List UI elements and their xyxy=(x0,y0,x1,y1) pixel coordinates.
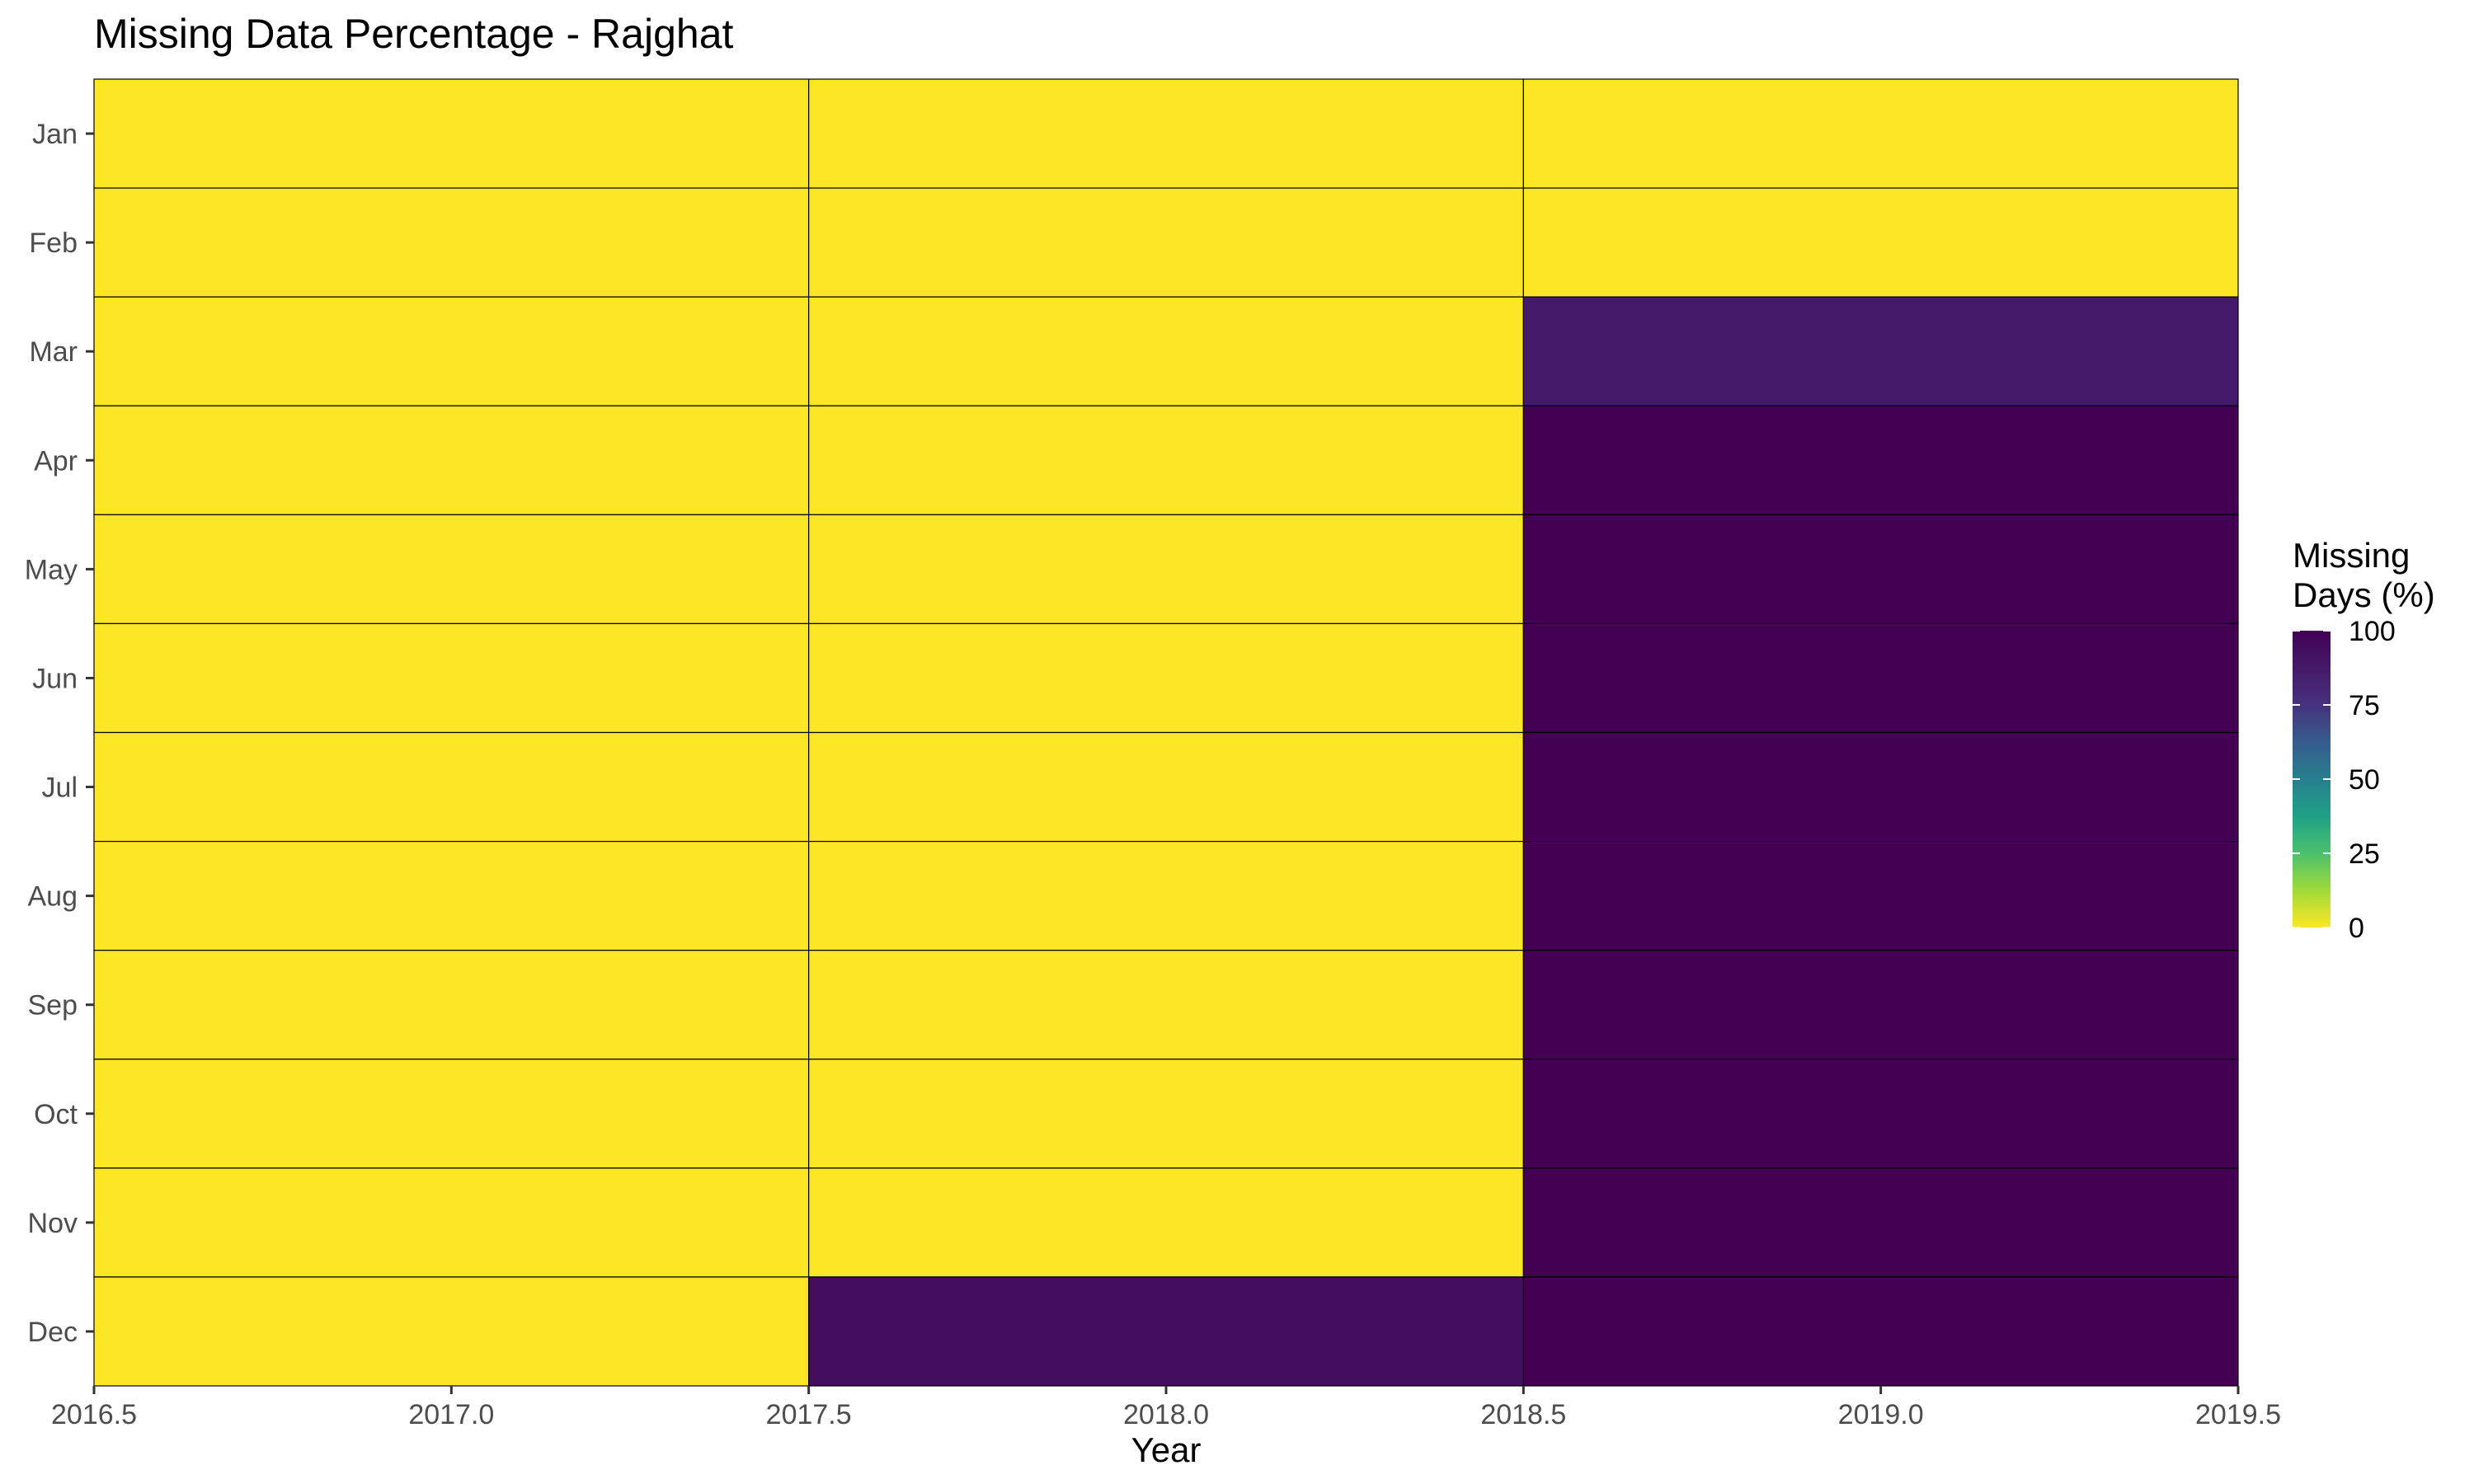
x-axis: 2016.5 2017.0 2017.5 2018.0 2018.5 2019.0 2019… xyxy=(51,1386,2281,1430)
cell-jan-2018 xyxy=(808,78,1524,189)
cell-aug-2017 xyxy=(93,840,810,951)
cell-apr-2018 xyxy=(808,405,1524,515)
y-tick-label-jun: Jun xyxy=(32,663,78,694)
cell-nov-2017 xyxy=(93,1167,810,1278)
y-tick-label-feb: Feb xyxy=(29,228,78,259)
y-tick-label-nov: Nov xyxy=(28,1208,78,1239)
cell-aug-2018 xyxy=(808,840,1524,951)
y-tick-label-dec: Dec xyxy=(28,1317,78,1348)
cell-dec-2018 xyxy=(808,1276,1524,1387)
heatmap-cells xyxy=(93,78,2239,1387)
y-tick-label-apr: Apr xyxy=(34,445,78,477)
cell-jun-2019 xyxy=(1522,622,2239,734)
cell-feb-2019 xyxy=(1522,187,2239,298)
x-tick-label-0: 2016.5 xyxy=(51,1399,137,1430)
cell-apr-2019 xyxy=(1522,405,2239,515)
cell-mar-2017 xyxy=(93,296,810,406)
legend-label-75: 75 xyxy=(2349,690,2380,721)
cell-dec-2017 xyxy=(93,1276,810,1387)
legend-label-25: 25 xyxy=(2349,838,2380,870)
legend-label-50: 50 xyxy=(2349,764,2380,796)
cell-mar-2018 xyxy=(808,296,1524,406)
x-tick-label-6: 2019.5 xyxy=(2195,1399,2281,1430)
x-tick-label-1: 2017.0 xyxy=(408,1399,494,1430)
cell-dec-2019 xyxy=(1522,1276,2239,1387)
cell-apr-2017 xyxy=(93,405,810,515)
cell-oct-2019 xyxy=(1522,1059,2239,1169)
cell-jun-2017 xyxy=(93,622,810,734)
y-tick-label-jan: Jan xyxy=(32,119,78,150)
cell-jul-2019 xyxy=(1522,731,2239,843)
cell-oct-2018 xyxy=(808,1059,1524,1169)
x-tick-label-4: 2018.5 xyxy=(1480,1399,1566,1430)
cell-jan-2019 xyxy=(1522,78,2239,189)
cell-may-2018 xyxy=(808,514,1524,625)
x-tick-label-3: 2018.0 xyxy=(1123,1399,1209,1430)
chart-title: Missing Data Percentage - Rajghat xyxy=(94,11,733,57)
legend-title-line-1: Missing xyxy=(2293,536,2410,575)
cell-mar-2019 xyxy=(1522,296,2239,406)
legend-label-100: 100 xyxy=(2349,616,2396,647)
cell-nov-2018 xyxy=(808,1167,1524,1278)
color-legend: Missing Days (%) 0 25 50 75 100 xyxy=(2293,536,2435,944)
y-tick-label-aug: Aug xyxy=(28,881,78,913)
cell-may-2017 xyxy=(93,514,810,625)
x-tick-label-2: 2017.5 xyxy=(766,1399,852,1430)
cell-jan-2017 xyxy=(93,78,810,189)
y-tick-label-jul: Jul xyxy=(42,773,78,804)
x-tick-label-5: 2019.0 xyxy=(1838,1399,1924,1430)
y-tick-label-may: May xyxy=(25,554,78,585)
cell-jun-2018 xyxy=(808,622,1524,734)
cell-sep-2019 xyxy=(1522,950,2239,1060)
cell-aug-2019 xyxy=(1522,840,2239,951)
x-axis-title: Year xyxy=(1131,1430,1202,1469)
y-tick-label-sep: Sep xyxy=(28,990,78,1021)
cell-jul-2017 xyxy=(93,731,810,843)
y-tick-label-oct: Oct xyxy=(34,1099,78,1130)
cell-nov-2019 xyxy=(1522,1167,2239,1278)
y-tick-label-mar: Mar xyxy=(29,336,78,368)
cell-oct-2017 xyxy=(93,1059,810,1169)
cell-feb-2017 xyxy=(93,187,810,298)
legend-label-0: 0 xyxy=(2349,913,2364,944)
cell-jul-2018 xyxy=(808,731,1524,843)
cell-sep-2018 xyxy=(808,950,1524,1060)
cell-may-2019 xyxy=(1522,514,2239,625)
cell-sep-2017 xyxy=(93,950,810,1060)
legend-title-line-2: Days (%) xyxy=(2293,575,2435,614)
cell-feb-2018 xyxy=(808,187,1524,298)
y-axis: Jan Feb Mar Apr May Jun Jul Aug Sep Oct Nov Dec xyxy=(25,119,94,1348)
